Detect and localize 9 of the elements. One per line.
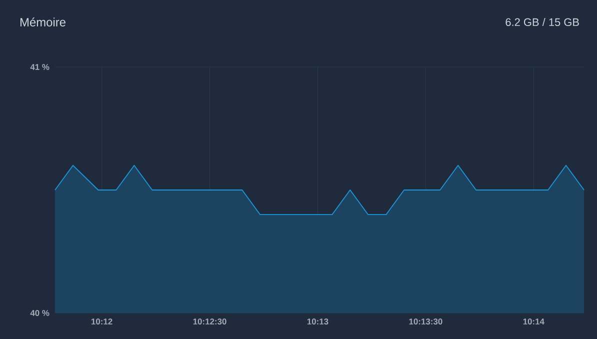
x-tick-label: 10:13:30: [409, 318, 442, 325]
chart-title: Mémoire: [20, 18, 66, 26]
x-tick-label: 10:14: [523, 318, 544, 325]
y-tick-label: 40 %: [30, 310, 50, 316]
text: 6.2 GB / 15 GB: [506, 18, 579, 26]
x-tick-label: 10:12:30: [193, 318, 226, 325]
x-tick-label: 10:13: [307, 318, 328, 325]
x-tick-label: 10:12: [91, 318, 112, 325]
y-tick-label: 41 %: [30, 64, 50, 70]
